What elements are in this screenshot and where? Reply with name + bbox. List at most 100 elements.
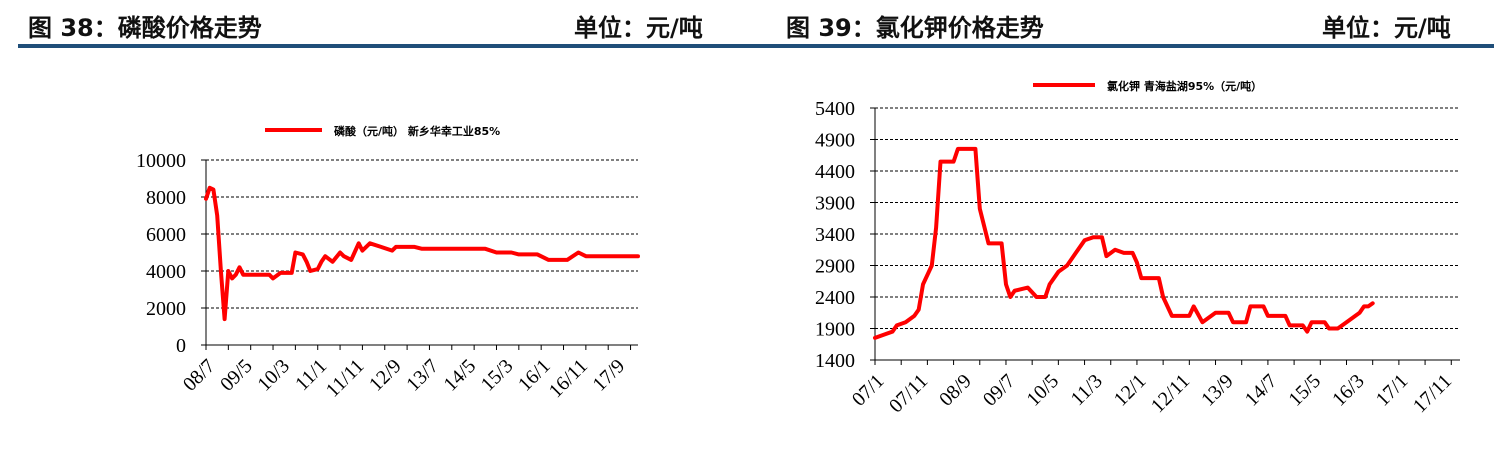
chart1-data-point — [271, 276, 275, 280]
chart1-ytick-label: 10000 — [136, 150, 186, 172]
chart1-data-point — [331, 260, 335, 264]
chart1-data-point — [390, 249, 394, 253]
chart2-ytick-label: 1900 — [815, 319, 855, 341]
chart1-data-point — [305, 260, 309, 264]
chart1-data-point — [204, 197, 208, 201]
chart2-data-point — [1161, 295, 1165, 299]
chart1-data-point — [565, 258, 569, 262]
chart1-data-point — [465, 247, 469, 251]
chart1-ytick-label: 0 — [176, 335, 186, 357]
chart2-data-point — [873, 336, 877, 340]
chart1-data-point — [219, 269, 223, 273]
header-divider — [18, 44, 1494, 48]
chart2-data-point — [1323, 320, 1327, 324]
chart1-data-point — [495, 251, 498, 254]
chart2-data-point — [1327, 327, 1331, 330]
chart2-data-point — [1371, 301, 1375, 305]
chart2-data-point — [973, 147, 977, 151]
chart1-xtick-label: 17/9 — [588, 355, 629, 396]
chart2-data-point — [904, 320, 908, 324]
chart1-data-point — [215, 214, 219, 217]
chart2-data-point — [1013, 289, 1017, 293]
chart1-data-point — [208, 186, 212, 190]
fig38-title: 图 38：磷酸价格走势 — [28, 14, 262, 42]
chart1-data-point — [394, 245, 398, 249]
chart2-data-point — [1283, 314, 1287, 318]
chart2-data-point — [1139, 276, 1143, 280]
chart2-data-point — [1056, 270, 1060, 274]
chart1-series-line — [204, 185, 640, 322]
chart1-data-point — [211, 188, 215, 192]
chart1-data-point — [252, 273, 256, 277]
chart2-data-point — [895, 323, 899, 327]
chart1-data-point — [319, 260, 323, 264]
chart1-data-point — [360, 249, 364, 253]
fig39-unit: 单位：元/吨 — [1322, 14, 1451, 42]
chart1-ytick-label: 2000 — [146, 298, 186, 320]
chart2-legend-label: 氯化钾 青海盐湖95%（元/吨） — [1107, 79, 1262, 93]
chart2-xtick-label: 14/7 — [1241, 370, 1282, 411]
chart2-data-point — [1200, 320, 1204, 324]
chart1-ytick-label: 8000 — [146, 187, 186, 209]
chart1-xtick-label: 14/5 — [440, 355, 481, 396]
chart2-xtick-label: 17/11 — [1409, 370, 1456, 417]
chart2-data-point — [912, 314, 916, 318]
chart2-data-point — [1187, 314, 1191, 318]
chart2-data-point — [987, 241, 990, 245]
chart1-data-point — [267, 273, 271, 277]
chart2-ytick-label: 4400 — [815, 161, 855, 183]
chart2-xtick-label: 09/7 — [979, 370, 1020, 411]
chart1-data-point — [509, 251, 513, 254]
chart2-data-point — [1358, 311, 1362, 315]
chart1-data-point — [483, 247, 487, 251]
chart2-data-point — [1065, 264, 1069, 267]
chart1-data-point — [226, 269, 230, 273]
chart2-series-line — [873, 146, 1375, 340]
chart1-data-point — [636, 254, 640, 258]
chart1-data-point — [323, 254, 327, 258]
chart1-data-point — [413, 245, 417, 249]
chart1-data-point — [290, 271, 294, 275]
chart2-data-point — [1026, 286, 1030, 290]
chart2-xtick-label: 17/1 — [1372, 370, 1413, 411]
chart1-data-point — [357, 241, 361, 245]
chart1-data-point — [234, 273, 238, 277]
chart2-xtick-label: 12/1 — [1110, 370, 1151, 411]
chart2-data-point — [921, 282, 925, 286]
chart2-data-point — [1035, 295, 1038, 299]
chart1-data-point — [301, 252, 305, 256]
chart2-data-point — [934, 226, 938, 230]
chart1-data-point — [238, 265, 241, 269]
chart1-data-point — [547, 258, 551, 262]
chart1-xtick-label: 15/3 — [477, 355, 518, 396]
chart2-data-point — [1336, 327, 1340, 330]
chart1-data-point — [308, 269, 312, 273]
chart1-data-point — [230, 276, 234, 280]
chart2-data-point — [1214, 311, 1217, 315]
chart2-xtick-label: 08/9 — [935, 370, 976, 411]
chart2-data-point — [1104, 254, 1108, 258]
chart2-data-point — [978, 207, 982, 211]
chart2-data-point — [1074, 251, 1078, 255]
chart1-data-point — [379, 245, 383, 249]
chart1-xtick-label: 12/9 — [365, 355, 406, 396]
chart2-xtick-label: 15/5 — [1284, 370, 1325, 411]
chart2-xtick-label: 07/1 — [848, 370, 889, 411]
chart2-xtick-label: 07/11 — [885, 370, 932, 417]
fig38-unit: 单位：元/吨 — [574, 14, 703, 42]
chart2-xtick-label: 16/3 — [1328, 370, 1369, 411]
chart2-data-point — [930, 264, 934, 267]
chart1-data-point — [293, 251, 297, 254]
chart1-xtick-label: 08/7 — [179, 355, 220, 396]
chart2-ytick-label: 3900 — [815, 193, 855, 215]
fig39-title: 图 39：氯化钾价格走势 — [786, 14, 1044, 42]
chart2-data-point — [1091, 235, 1095, 239]
chart2-data-point — [1048, 282, 1052, 286]
chart2-data-point — [1113, 248, 1117, 252]
chart2-data-point — [882, 333, 886, 337]
chart2-data-point — [1170, 314, 1174, 318]
chart2-data-point — [1231, 320, 1235, 324]
chart1-data-point — [338, 251, 342, 254]
chart1-xtick-label: 09/5 — [216, 355, 257, 396]
chart1-ytick-label: 4000 — [146, 261, 186, 283]
